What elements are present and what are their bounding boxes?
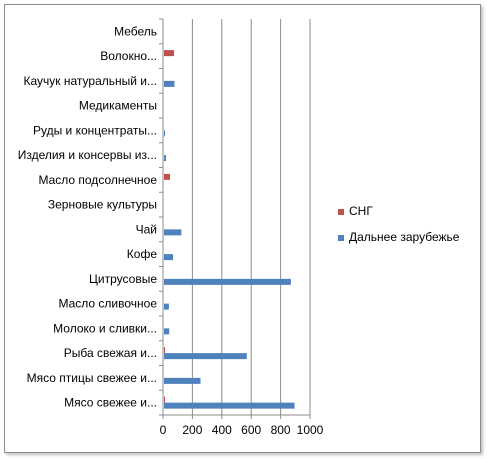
category-label: Чай (136, 222, 157, 236)
category-label: Рыба свежая и... (64, 346, 157, 360)
bar (164, 328, 170, 335)
bar (164, 278, 291, 285)
bar-chart: Мясо свежее и... Мясо птицы свежее и... Ры… (18, 18, 460, 437)
bar (164, 254, 173, 261)
legend-label: СНГ (349, 204, 373, 218)
legend-swatch (338, 235, 344, 241)
bar (164, 377, 201, 384)
bar (164, 402, 295, 409)
bar (164, 155, 166, 162)
x-tick-label: 600 (241, 423, 261, 437)
category-label: Зерновые культуры (48, 198, 157, 212)
bar (164, 80, 175, 87)
bar (164, 303, 169, 310)
gridlines (191, 19, 311, 415)
bar (164, 347, 165, 354)
category-labels: Мясо свежее и... Мясо птицы свежее и... Ры… (18, 24, 158, 409)
category-label: Каучук натуральный и... (24, 74, 158, 88)
legend-swatch (338, 209, 344, 215)
chart-frame: Мясо свежее и... Мясо птицы свежее и... Ры… (4, 4, 481, 453)
category-label: Масло сливочное (58, 297, 157, 311)
bar (164, 229, 182, 236)
category-label: Масло подсолнечное (38, 173, 157, 187)
bar (164, 353, 247, 360)
axes (159, 18, 311, 419)
category-label: Волокно... (100, 49, 157, 63)
legend-label: Дальнее зарубежье (349, 230, 460, 244)
x-tick-labels: 0 200 400 600 800 1000 (160, 423, 324, 437)
bar (164, 50, 175, 57)
category-label: Медикаменты (79, 99, 157, 113)
category-label: Мясо птицы свежее и... (27, 371, 157, 385)
bar (164, 130, 165, 137)
category-label: Кофе (127, 247, 158, 261)
category-label: Руды и концентраты... (33, 123, 157, 137)
x-tick-label: 200 (182, 423, 202, 437)
x-tick-label: 800 (271, 423, 291, 437)
category-label: Изделия и консервы из... (18, 148, 157, 162)
category-label: Цитрусовые (89, 272, 157, 286)
category-label: Молоко и сливки... (53, 321, 157, 335)
x-tick-label: 400 (212, 423, 232, 437)
bars (164, 50, 295, 409)
category-label: Мясо свежее и... (64, 396, 157, 410)
legend: СНГ Дальнее зарубежье (338, 204, 460, 244)
category-label: Мебель (114, 24, 157, 38)
x-tick-label: 1000 (297, 423, 324, 437)
bar (164, 173, 171, 180)
x-tick-label: 0 (160, 423, 167, 437)
bar (164, 396, 165, 403)
